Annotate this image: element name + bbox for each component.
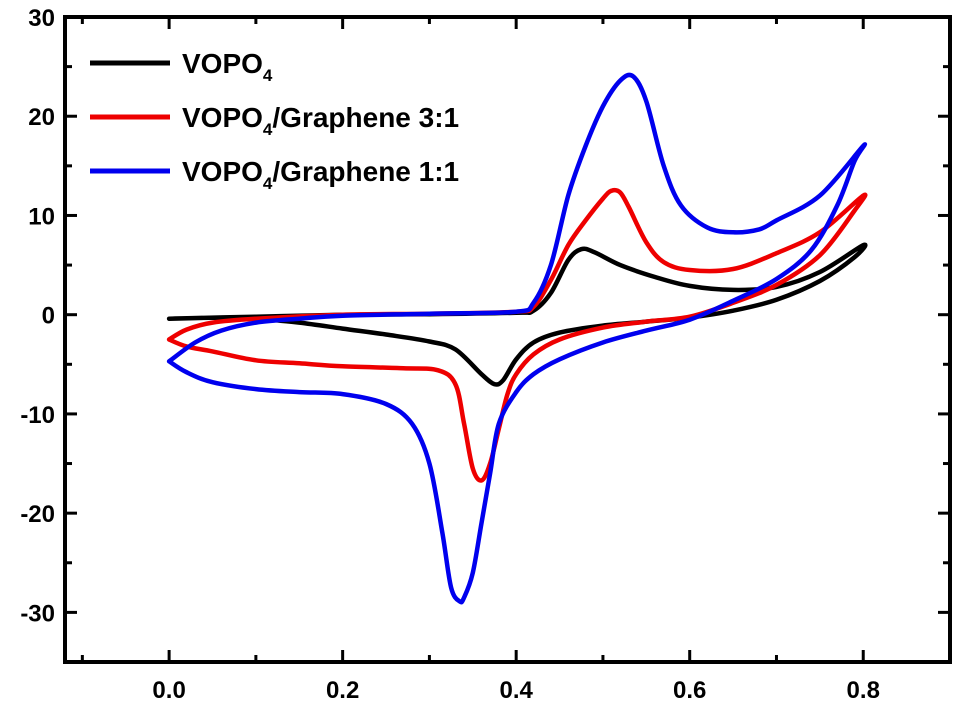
legend-label: VOPO4/Graphene 1:1 (182, 156, 459, 193)
x-tick-label: 0.2 (326, 677, 359, 704)
y-tick-label: -20 (20, 501, 55, 528)
legend-entry: VOPO4/Graphene 1:1 (90, 156, 459, 193)
y-tick-label: -30 (20, 600, 55, 627)
y-tick-label: 20 (28, 104, 55, 131)
legend-entry: VOPO4/Graphene 3:1 (90, 102, 459, 139)
x-tick-label: 0.8 (847, 677, 880, 704)
tick-labels: 0.0 0.2 0.4 0.6 0.8 30 20 10 0 -10 -20 -30 (20, 5, 880, 704)
y-tick-label: 0 (42, 303, 55, 330)
plot-frame (63, 15, 952, 664)
y-tick-label: 10 (28, 203, 55, 230)
x-tick-label: 0.6 (673, 677, 706, 704)
series-line-vopo4-graphene-1-1 (166, 72, 868, 605)
legend-label: VOPO4 (182, 48, 273, 85)
legend: VOPO4 VOPO4/Graphene 3:1 VOPO4/Graphene … (90, 48, 459, 193)
y-tick-label: -10 (20, 402, 55, 429)
x-tick-label: 0.4 (499, 677, 533, 704)
series-lines (166, 72, 868, 605)
y-tick-label: 30 (28, 5, 55, 32)
series-line-vopo4-graphene-3-1 (166, 187, 868, 483)
series-line-vopo4 (166, 242, 868, 387)
legend-label: VOPO4/Graphene 3:1 (182, 102, 459, 139)
tick-marks (65, 15, 952, 664)
legend-entry: VOPO4 (90, 48, 273, 85)
x-tick-label: 0.0 (152, 677, 185, 704)
